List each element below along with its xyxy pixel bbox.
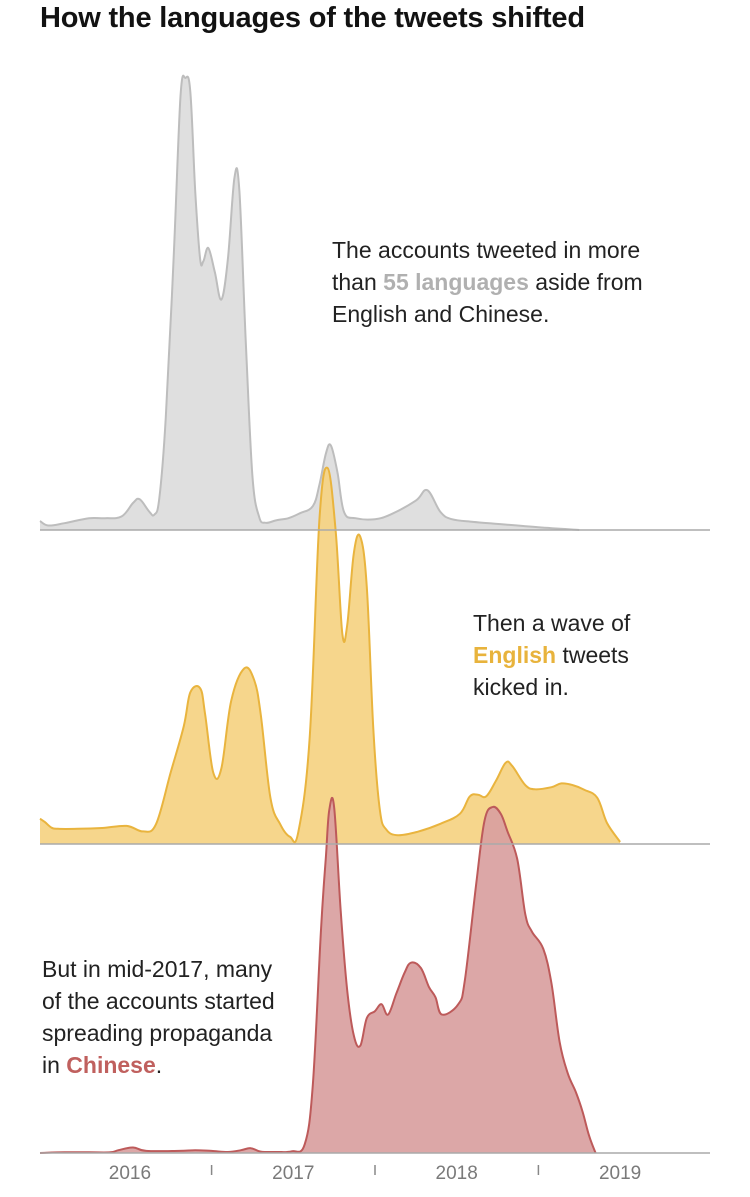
line-chinese (39, 796, 597, 1154)
annotation-chinese-line1: But in mid-2017, many (42, 956, 273, 982)
annotation-chinese-line4-pre: in (42, 1052, 67, 1078)
annotation-chinese-line4-post: . (155, 1052, 163, 1078)
area-chinese (40, 797, 596, 1153)
tick-label-2016: 2016 (109, 1163, 151, 1184)
area-other (40, 75, 580, 530)
x-axis: 2016 2017 2018 2019 (109, 1163, 641, 1184)
annotation-english-line2-post: tweets (556, 642, 629, 668)
annotation-other-languages: The accounts tweeted in more than 55 lan… (332, 234, 643, 330)
annotation-chinese-line4: in Chinese. (42, 1049, 275, 1081)
annotation-other-line2-pre: than (332, 269, 384, 295)
tick-label-2019: 2019 (599, 1163, 641, 1184)
annotation-other-line2-post: aside from (528, 269, 643, 295)
annotation-other-line2: than 55 languages aside from (332, 266, 643, 298)
highlight-55-languages: 55 languages (383, 269, 529, 295)
annotation-english-line2: English tweets (473, 639, 630, 671)
series-areas (39, 74, 621, 1154)
tick-label-2018: 2018 (436, 1163, 478, 1184)
annotation-english-line1: Then a wave of (473, 610, 631, 636)
area-english (40, 467, 621, 844)
series-baselines (40, 529, 710, 1154)
annotation-english-line3: kicked in. (473, 674, 569, 700)
annotation-chinese: But in mid-2017, many of the accounts st… (42, 953, 275, 1081)
annotation-english: Then a wave of English tweets kicked in. (473, 607, 630, 703)
highlight-english: English (473, 642, 557, 668)
chart-title: How the languages of the tweets shifted (40, 2, 585, 34)
highlight-chinese: Chinese (66, 1052, 156, 1078)
line-other (39, 74, 580, 531)
line-english (39, 466, 621, 844)
annotation-other-line1: The accounts tweeted in more (332, 237, 641, 263)
annotation-other-line3: English and Chinese. (332, 301, 550, 327)
annotation-chinese-line3: spreading propaganda (42, 1020, 273, 1046)
tick-label-2017: 2017 (272, 1163, 314, 1184)
annotation-chinese-line2: of the accounts started (42, 988, 275, 1014)
